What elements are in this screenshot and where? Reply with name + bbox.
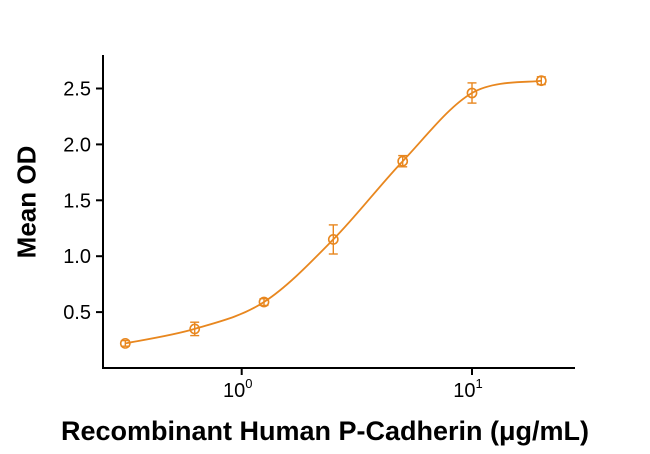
y-tick-label: 0.5	[63, 302, 91, 324]
y-tick-label: 1.5	[63, 190, 91, 212]
data-point-marker	[189, 323, 201, 335]
fit-curve	[125, 79, 542, 345]
x-axis-title: Recombinant Human P-Cadherin (μg/mL)	[60, 416, 590, 446]
data-point-marker	[466, 87, 478, 99]
data-point-marker	[258, 296, 270, 308]
y-tick-label: 1.0	[63, 246, 91, 268]
data-point-marker	[119, 337, 131, 349]
data-point-marker	[327, 233, 339, 245]
x-tick-label: 101	[453, 376, 482, 402]
y-tick-label: 2.5	[63, 79, 91, 101]
x-tick-label: 100	[223, 376, 252, 402]
axes	[102, 55, 575, 369]
y-tick-label: 2.0	[63, 134, 91, 156]
data-point-marker	[535, 75, 547, 87]
data-point-marker	[397, 155, 409, 167]
y-axis-title: Mean OD	[11, 145, 42, 259]
